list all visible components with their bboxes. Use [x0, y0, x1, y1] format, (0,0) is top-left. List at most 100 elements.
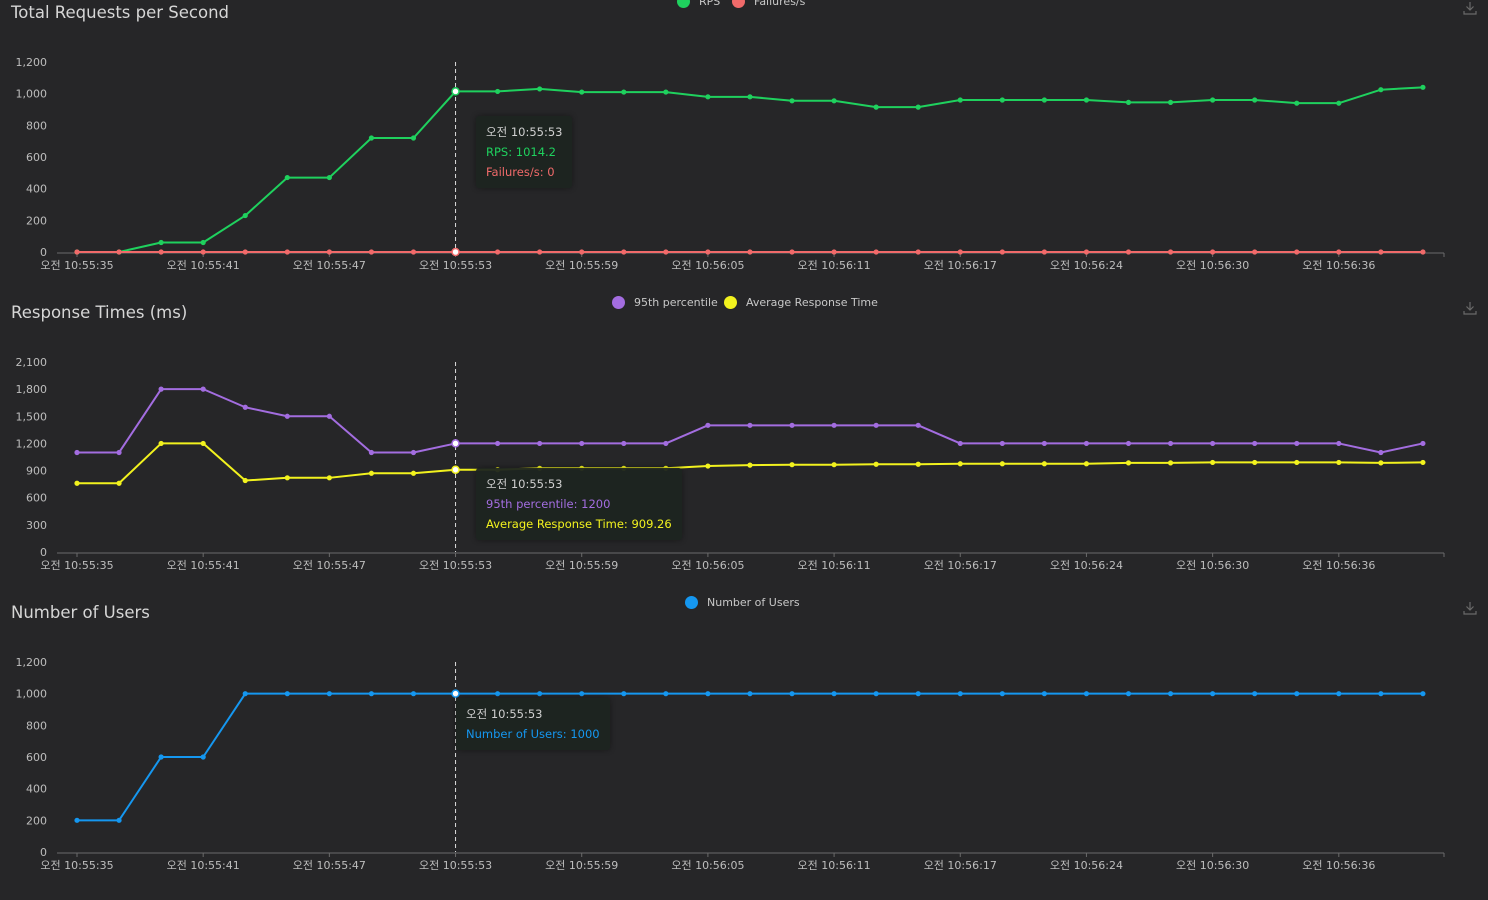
data-point[interactable] [1167, 460, 1174, 466]
data-point[interactable] [999, 461, 1005, 467]
data-point[interactable] [705, 463, 711, 469]
data-point[interactable] [831, 691, 837, 697]
data-point[interactable] [410, 449, 417, 456]
data-point[interactable] [200, 440, 206, 447]
data-point[interactable] [705, 94, 711, 100]
data-point[interactable] [1252, 459, 1258, 466]
data-point[interactable] [1336, 249, 1342, 255]
data-point[interactable] [663, 440, 669, 447]
data-point[interactable] [1125, 691, 1132, 697]
data-point[interactable] [284, 691, 290, 697]
data-point[interactable] [579, 249, 585, 255]
data-point[interactable] [284, 174, 290, 181]
data-point[interactable] [999, 249, 1005, 255]
data-point[interactable] [1167, 440, 1174, 447]
data-point[interactable] [789, 422, 795, 428]
data-point[interactable] [200, 249, 206, 255]
data-point[interactable] [1041, 440, 1047, 447]
data-point[interactable] [1210, 440, 1216, 447]
data-point[interactable] [873, 104, 879, 110]
data-point[interactable] [284, 475, 290, 481]
data-point[interactable] [789, 249, 795, 255]
data-point[interactable] [789, 98, 795, 104]
data-point[interactable] [1041, 97, 1047, 103]
data-point[interactable] [957, 691, 963, 697]
data-point[interactable] [663, 691, 669, 697]
data-point[interactable] [999, 440, 1005, 447]
data-point[interactable] [1167, 249, 1174, 255]
data-point[interactable] [1125, 460, 1132, 466]
data-point[interactable] [1041, 691, 1047, 697]
data-point[interactable] [451, 247, 460, 257]
data-point[interactable] [1420, 440, 1426, 447]
legend-item-rps[interactable]: RPS [677, 0, 720, 8]
data-point[interactable] [915, 461, 921, 467]
data-point[interactable] [326, 691, 332, 697]
data-point[interactable] [705, 422, 711, 428]
data-point[interactable] [242, 212, 248, 219]
download-icon[interactable] [1462, 300, 1478, 316]
data-point[interactable] [158, 386, 164, 392]
data-point[interactable] [494, 691, 501, 697]
data-point[interactable] [200, 239, 206, 246]
data-point[interactable] [74, 480, 80, 486]
data-point[interactable] [242, 249, 248, 255]
data-point[interactable] [663, 89, 669, 95]
data-point[interactable] [537, 440, 543, 447]
download-icon[interactable] [1462, 0, 1478, 16]
data-point[interactable] [579, 691, 585, 697]
data-point[interactable] [915, 249, 921, 255]
data-point[interactable] [873, 461, 879, 467]
data-point[interactable] [1294, 249, 1300, 255]
data-point[interactable] [1083, 97, 1090, 103]
download-icon[interactable] [1462, 600, 1478, 616]
data-point[interactable] [326, 413, 332, 419]
data-point[interactable] [1210, 97, 1216, 103]
data-point[interactable] [1125, 440, 1132, 447]
data-point[interactable] [74, 249, 80, 255]
data-point[interactable] [537, 86, 543, 92]
data-point[interactable] [1336, 100, 1342, 106]
data-point[interactable] [200, 754, 206, 760]
data-point[interactable] [831, 98, 837, 104]
data-point[interactable] [410, 691, 417, 697]
data-point[interactable] [410, 470, 417, 476]
data-point[interactable] [1420, 459, 1426, 466]
data-point[interactable] [873, 422, 879, 428]
data-point[interactable] [621, 691, 627, 697]
data-point[interactable] [1041, 461, 1047, 467]
data-point[interactable] [1378, 449, 1384, 456]
data-point[interactable] [242, 404, 248, 410]
data-point[interactable] [789, 462, 795, 468]
data-point[interactable] [1210, 691, 1216, 697]
data-point[interactable] [158, 440, 164, 447]
data-point[interactable] [873, 691, 879, 697]
data-point[interactable] [1252, 249, 1258, 255]
data-point[interactable] [200, 386, 206, 392]
data-point[interactable] [831, 462, 837, 468]
data-point[interactable] [368, 470, 375, 476]
data-point[interactable] [451, 439, 460, 448]
data-point[interactable] [831, 422, 837, 428]
data-point[interactable] [1252, 440, 1258, 447]
data-point[interactable] [494, 88, 501, 95]
data-point[interactable] [747, 249, 753, 255]
data-point[interactable] [158, 249, 164, 255]
data-point[interactable] [1294, 691, 1300, 697]
data-point[interactable] [1167, 691, 1174, 697]
legend-item-avg[interactable]: Average Response Time [724, 296, 878, 309]
data-point[interactable] [116, 249, 122, 255]
data-point[interactable] [915, 422, 921, 428]
data-point[interactable] [1378, 87, 1384, 93]
data-point[interactable] [1083, 461, 1090, 467]
data-point[interactable] [116, 817, 122, 823]
data-point[interactable] [1210, 459, 1216, 466]
data-point[interactable] [537, 691, 543, 697]
data-point[interactable] [116, 480, 122, 486]
data-point[interactable] [242, 477, 248, 484]
data-point[interactable] [410, 135, 417, 141]
data-point[interactable] [410, 249, 417, 255]
data-point[interactable] [326, 475, 332, 481]
data-point[interactable] [1336, 691, 1342, 697]
data-point[interactable] [705, 249, 711, 255]
